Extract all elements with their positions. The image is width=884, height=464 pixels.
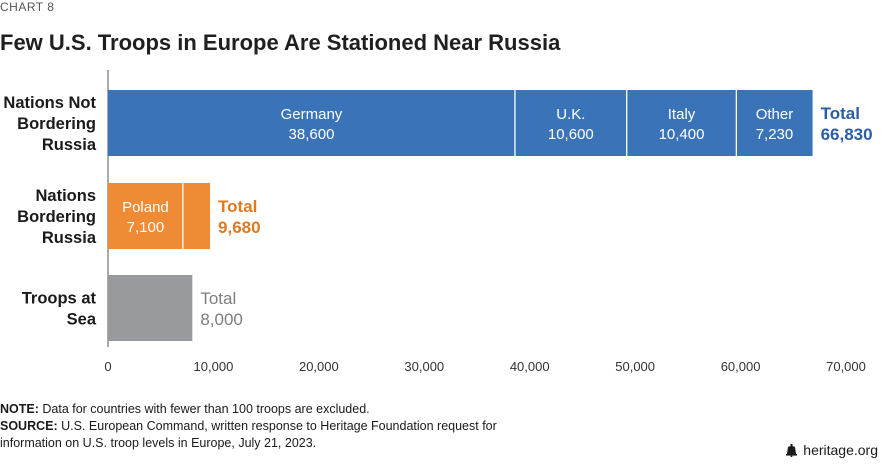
category-label: Nations Bordering Russia xyxy=(17,187,97,247)
source-line: SOURCE: U.S. European Command, written r… xyxy=(0,418,520,452)
segment-value-label: 38,600 xyxy=(289,126,335,143)
total-label: Total xyxy=(200,289,236,308)
segment-value-label: 7,230 xyxy=(756,126,794,143)
heritage-brand[interactable]: heritage.org xyxy=(785,442,878,458)
x-tick-label: 0 xyxy=(104,359,111,374)
source-text: U.S. European Command, written response … xyxy=(0,419,497,450)
segment-name-label: Poland xyxy=(122,199,169,216)
chart-number-label: CHART 8 xyxy=(0,0,55,14)
total-value-label: 9,680 xyxy=(218,218,261,237)
segment-value-label: 10,400 xyxy=(659,126,705,143)
footnotes: NOTE: Data for countries with fewer than… xyxy=(0,401,520,452)
category-label: Nations Not Bordering Russia xyxy=(3,94,96,154)
note-line: NOTE: Data for countries with fewer than… xyxy=(0,401,520,418)
total-value-label: 66,830 xyxy=(821,125,873,144)
bar-segment xyxy=(626,90,737,156)
category-label: Troops at Sea xyxy=(22,290,97,329)
note-text: Data for countries with fewer than 100 t… xyxy=(42,402,370,416)
brand-text: heritage.org xyxy=(803,442,878,458)
chart-title: Few U.S. Troops in Europe Are Stationed … xyxy=(0,30,561,55)
total-label: Total xyxy=(218,197,257,216)
segment-value-label: 10,600 xyxy=(548,126,594,143)
liberty-bell-icon xyxy=(786,443,798,457)
x-tick-label: 70,000 xyxy=(826,359,866,374)
bar-segment xyxy=(108,275,193,341)
x-tick-label: 60,000 xyxy=(721,359,761,374)
segment-name-label: Italy xyxy=(668,106,696,123)
segment-name-label: Germany xyxy=(281,106,343,123)
bar-segment xyxy=(108,90,515,156)
x-tick-label: 30,000 xyxy=(404,359,444,374)
x-tick-label: 50,000 xyxy=(615,359,655,374)
x-tick-label: 10,000 xyxy=(194,359,234,374)
bar-segment xyxy=(108,183,183,249)
stacked-bar-chart: Nations Not Bordering Russia Germany 38,600 U… xyxy=(3,70,873,374)
bar-segment xyxy=(736,90,813,156)
segment-value-label: 7,100 xyxy=(127,219,165,236)
segment-name-label: Other xyxy=(756,106,794,123)
bar-segment xyxy=(514,90,627,156)
x-tick-label: 20,000 xyxy=(299,359,339,374)
source-label: SOURCE: xyxy=(0,419,58,433)
segment-name-label: U.K. xyxy=(556,106,585,123)
total-label: Total xyxy=(821,104,860,123)
x-tick-label: 40,000 xyxy=(510,359,550,374)
note-label: NOTE: xyxy=(0,402,39,416)
bar-segment xyxy=(182,183,211,249)
total-value-label: 8,000 xyxy=(200,310,243,329)
